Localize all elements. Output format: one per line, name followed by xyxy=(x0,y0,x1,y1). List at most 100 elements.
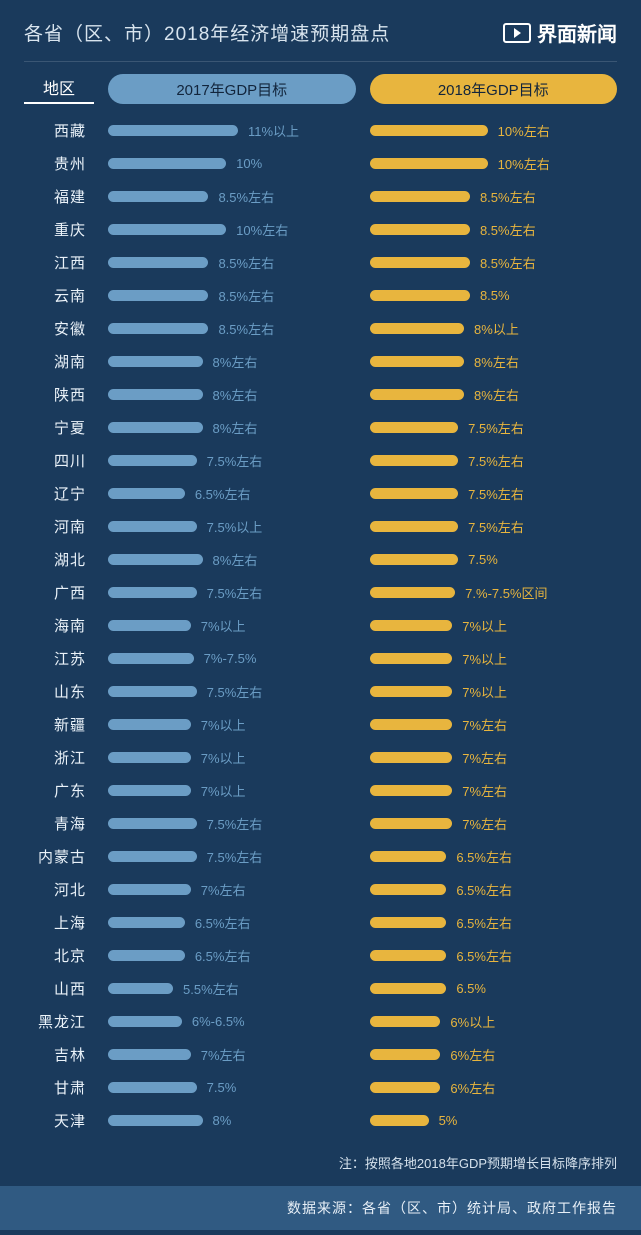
region-label: 北京 xyxy=(24,945,94,966)
bar-2018 xyxy=(370,1049,441,1060)
cell-2018: 8%左右 xyxy=(370,385,618,404)
cell-2017: 8.5%左右 xyxy=(108,253,356,272)
value-2017: 11%以上 xyxy=(248,121,299,140)
region-label: 宁夏 xyxy=(24,417,94,438)
bar-2017 xyxy=(108,554,203,565)
cell-2018: 10%左右 xyxy=(370,154,618,173)
value-2017: 7.5%左右 xyxy=(207,682,263,701)
value-2017: 7.5%左右 xyxy=(207,847,263,866)
region-label: 上海 xyxy=(24,912,94,933)
cell-2018: 7%左右 xyxy=(370,781,618,800)
brand-text: 界面新闻 xyxy=(537,18,617,47)
cell-2018: 8.5%左右 xyxy=(370,253,618,272)
bar-2017 xyxy=(108,1016,182,1027)
table-row: 辽宁6.5%左右7.5%左右 xyxy=(24,477,617,510)
region-label: 湖北 xyxy=(24,549,94,570)
cell-2018: 5% xyxy=(370,1113,618,1128)
value-2017: 7.5%以上 xyxy=(207,517,263,536)
table-row: 湖北8%左右7.5% xyxy=(24,543,617,576)
value-2017: 8%左右 xyxy=(213,385,258,404)
table-row: 吉林7%左右6%左右 xyxy=(24,1038,617,1071)
bar-2017 xyxy=(108,455,197,466)
value-2018: 8.5%左右 xyxy=(480,253,536,272)
value-2017: 7%以上 xyxy=(201,781,246,800)
table-row: 广东7%以上7%左右 xyxy=(24,774,617,807)
value-2017: 8.5%左右 xyxy=(218,253,274,272)
bar-2017 xyxy=(108,224,226,235)
cell-2018: 7%以上 xyxy=(370,682,618,701)
value-2018: 7%以上 xyxy=(462,616,507,635)
brand-icon xyxy=(503,23,531,43)
value-2018: 7.5%左右 xyxy=(468,418,524,437)
value-2017: 7%以上 xyxy=(201,616,246,635)
bar-2017 xyxy=(108,158,226,169)
region-label: 黑龙江 xyxy=(24,1011,94,1032)
bar-2018 xyxy=(370,488,459,499)
cell-2017: 10%左右 xyxy=(108,220,356,239)
bar-2017 xyxy=(108,389,203,400)
col-header-2017: 2017年GDP目标 xyxy=(108,74,356,104)
value-2017: 6%-6.5% xyxy=(192,1014,245,1029)
value-2017: 10%左右 xyxy=(236,220,288,239)
cell-2017: 7.5%左右 xyxy=(108,583,356,602)
table-body: 西藏11%以上10%左右贵州10%10%左右福建8.5%左右8.5%左右重庆10… xyxy=(24,114,617,1137)
cell-2018: 8.5%左右 xyxy=(370,187,618,206)
value-2018: 7%左右 xyxy=(462,715,507,734)
value-2017: 8.5%左右 xyxy=(218,187,274,206)
value-2017: 7.5%左右 xyxy=(207,583,263,602)
cell-2017: 7%以上 xyxy=(108,781,356,800)
value-2018: 7%左右 xyxy=(462,781,507,800)
value-2018: 6.5%左右 xyxy=(456,880,512,899)
cell-2018: 7.5%左右 xyxy=(370,418,618,437)
cell-2018: 8%左右 xyxy=(370,352,618,371)
value-2017: 8%左右 xyxy=(213,418,258,437)
cell-2018: 6.5%左右 xyxy=(370,946,618,965)
bar-2017 xyxy=(108,752,191,763)
bar-2018 xyxy=(370,884,447,895)
table-row: 陕西8%左右8%左右 xyxy=(24,378,617,411)
value-2017: 7.5% xyxy=(207,1080,237,1095)
value-2018: 6%左右 xyxy=(450,1078,495,1097)
cell-2017: 6.5%左右 xyxy=(108,913,356,932)
value-2018: 6.5%左右 xyxy=(456,847,512,866)
value-2018: 8.5% xyxy=(480,288,510,303)
cell-2017: 8.5%左右 xyxy=(108,319,356,338)
bar-2018 xyxy=(370,356,465,367)
table-row: 贵州10%10%左右 xyxy=(24,147,617,180)
value-2017: 7%左右 xyxy=(201,1045,246,1064)
region-label: 安徽 xyxy=(24,318,94,339)
cell-2018: 6%左右 xyxy=(370,1045,618,1064)
bar-2018 xyxy=(370,455,459,466)
cell-2017: 7%左右 xyxy=(108,880,356,899)
cell-2017: 8% xyxy=(108,1113,356,1128)
table-row: 海南 7%以上 7%以上 xyxy=(24,609,617,642)
region-label: 内蒙古 xyxy=(24,846,94,867)
region-label: 重庆 xyxy=(24,219,94,240)
region-label: 海南 xyxy=(24,615,94,636)
value-2017: 8%左右 xyxy=(213,550,258,569)
col-header-2018: 2018年GDP目标 xyxy=(370,74,618,104)
bar-2017 xyxy=(108,818,197,829)
table-row: 江西8.5%左右8.5%左右 xyxy=(24,246,617,279)
region-label: 山东 xyxy=(24,681,94,702)
bar-2018 xyxy=(370,158,488,169)
bar-2018 xyxy=(370,653,453,664)
bar-2017 xyxy=(108,719,191,730)
bar-2018 xyxy=(370,554,459,565)
table-row: 云南8.5%左右8.5% xyxy=(24,279,617,312)
table-row: 甘肃7.5%6%左右 xyxy=(24,1071,617,1104)
value-2018: 10%左右 xyxy=(498,154,550,173)
footnote: 注：按照各地2018年GDP预期增长目标降序排列 xyxy=(0,1137,641,1178)
table-row: 宁夏 8%左右 7.5%左右 xyxy=(24,411,617,444)
bar-2017 xyxy=(108,653,194,664)
value-2018: 5% xyxy=(439,1113,458,1128)
cell-2018: 7%以上 xyxy=(370,649,618,668)
bar-2018 xyxy=(370,587,456,598)
value-2017: 7.5%左右 xyxy=(207,451,263,470)
cell-2017: 5.5%左右 xyxy=(108,979,356,998)
brand: 界面新闻 xyxy=(503,18,617,47)
bar-2017 xyxy=(108,1115,203,1126)
value-2017: 7.5%左右 xyxy=(207,814,263,833)
bar-2018 xyxy=(370,1016,441,1027)
cell-2017: 7%-7.5% xyxy=(108,651,356,666)
